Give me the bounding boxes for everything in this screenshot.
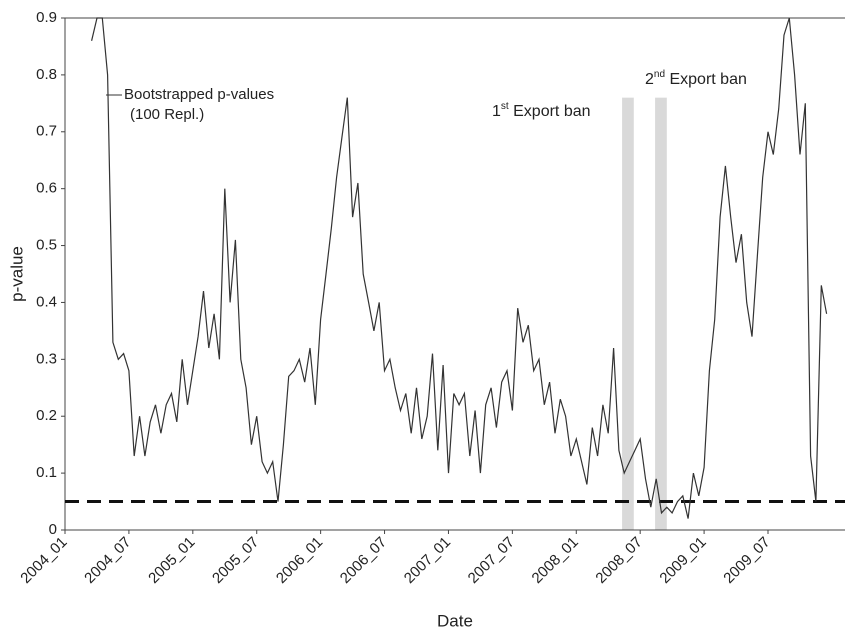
event-band [655, 97, 667, 531]
x-tick-label: 2007_01 [401, 534, 454, 587]
event-label-part: Export ban [665, 71, 747, 88]
event-band [622, 97, 634, 531]
y-tick-label: 0.6 [36, 180, 57, 197]
x-tick-label: 2007_07 [465, 534, 518, 587]
series-label: (100 Repl.) [130, 106, 204, 123]
y-tick-label: 0.1 [36, 464, 57, 481]
y-tick-label: 0.7 [36, 123, 57, 140]
y-tick-label: 0.5 [36, 237, 57, 254]
x-tick-label: 2005_07 [209, 534, 262, 587]
event-label-part: nd [654, 69, 665, 80]
y-tick-label: 0.4 [36, 293, 57, 310]
x-tick-label: 2005_01 [145, 534, 198, 587]
x-tick-label: 2008_01 [529, 534, 582, 587]
event-label-part: Export ban [509, 103, 591, 120]
event-label: 2nd Export ban [645, 69, 747, 89]
y-axis-title: p-value [7, 246, 26, 302]
y-tick-label: 0.2 [36, 407, 57, 424]
x-tick-label: 2004_01 [17, 534, 70, 587]
series-label: Bootstrapped p-values [124, 86, 274, 103]
event-label: 1st Export ban [492, 101, 591, 121]
y-tick-label: 0.3 [36, 350, 57, 367]
x-tick-label: 2004_07 [81, 534, 134, 587]
x-tick-label: 2006_07 [337, 534, 390, 587]
y-tick-label: 0.9 [36, 9, 57, 26]
event-label-part: st [501, 101, 509, 112]
event-label-part: 2 [645, 71, 654, 88]
event-label-part: 1 [492, 103, 501, 120]
x-tick-label: 2006_01 [273, 534, 326, 587]
x-tick-label: 2009_01 [656, 534, 709, 587]
y-tick-label: 0 [49, 521, 57, 538]
x-axis-title: Date [437, 611, 473, 630]
x-tick-label: 2009_07 [720, 534, 773, 587]
x-tick-label: 2008_07 [592, 534, 645, 587]
series-line [91, 17, 828, 519]
y-tick-label: 0.8 [36, 66, 57, 83]
